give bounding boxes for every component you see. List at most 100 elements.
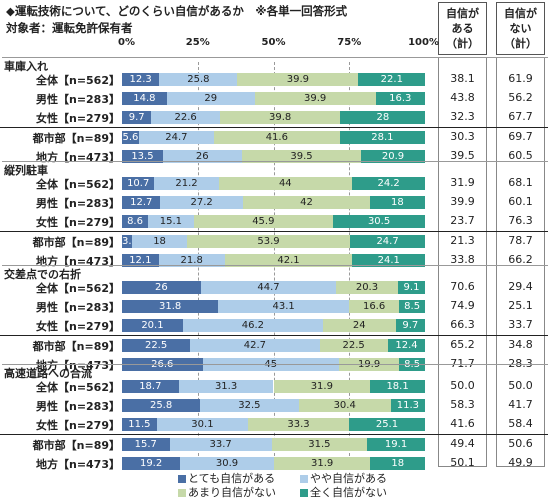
bar-somewhat-confident: 22.6 [151, 111, 220, 124]
bar-very-confident: 8.6 [122, 215, 149, 228]
bar-not-confident-at-all: 9.1 [397, 281, 426, 294]
legend-swatch [178, 475, 186, 483]
confident-total-value: 50.1 [450, 456, 475, 469]
confident-total-value: 49.4 [450, 437, 475, 450]
row-label: 男性【n=283】 [35, 301, 120, 314]
confident-total-value: 74.9 [450, 299, 475, 312]
bar-not-very-confident: 53.9 [186, 235, 351, 248]
bar-somewhat-confident: 25.8 [159, 73, 238, 86]
not-confident-total-value: 56.2 [508, 91, 533, 104]
row-label: 地方【n=473】 [35, 359, 120, 372]
bar-not-very-confident: 24 [322, 319, 396, 332]
bar-not-confident-at-all: 25.1 [348, 418, 425, 431]
not-confident-total-value: 60.5 [508, 149, 533, 162]
not-confident-total-value: 34.8 [508, 338, 533, 351]
not-confident-total-value: 33.7 [508, 318, 533, 331]
not-confident-total-value: 29.4 [508, 280, 533, 293]
not-confident-total-value: 49.9 [508, 456, 533, 469]
bar-somewhat-confident: 30.9 [180, 457, 274, 470]
bar-somewhat-confident: 27.2 [160, 196, 243, 209]
bar-very-confident: 26 [122, 281, 201, 294]
bar-not-very-confident: 30.4 [298, 399, 391, 412]
row-label: 女性【n=279】 [35, 419, 120, 432]
confident-total-value: 43.8 [450, 91, 475, 104]
legend-label: やや自信がある [310, 472, 387, 485]
bar-not-confident-at-all: 22.1 [358, 73, 426, 86]
group-divider [0, 335, 548, 336]
section-divider [2, 265, 548, 266]
bar-not-confident-at-all: 18 [370, 457, 425, 470]
bar-not-very-confident: 22.5 [319, 339, 388, 352]
bar-not-confident-at-all: 12.4 [387, 339, 426, 352]
confident-total-value: 39.9 [450, 195, 475, 208]
row-label: 全体【n=562】 [35, 282, 120, 295]
confident-header-line-2: ある [451, 22, 474, 35]
bar-very-confident: 12.7 [122, 196, 161, 209]
row-label: 全体【n=562】 [35, 381, 120, 394]
legend-item-not-confident-at-all: 全く自信がない [300, 484, 387, 500]
not-confident-header-line-3: （計） [504, 37, 537, 50]
legend-label: 全く自信がない [310, 486, 387, 499]
bar-very-confident: 12.3 [122, 73, 160, 86]
confident-total-value: 38.1 [450, 72, 475, 85]
bar-not-very-confident: 44 [218, 177, 352, 190]
bar-somewhat-confident: 29 [166, 92, 255, 105]
bar-somewhat-confident: 33.7 [169, 438, 272, 451]
confident-total-value: 32.3 [450, 110, 475, 123]
not-confident-total-value: 28.3 [508, 357, 533, 370]
not-confident-total-value: 76.3 [508, 214, 533, 227]
confident-total-value: 30.3 [450, 130, 475, 143]
axis-tick-label: 25% [185, 37, 210, 48]
row-label: 地方【n=473】 [35, 151, 120, 164]
bar-somewhat-confident: 43.1 [218, 300, 349, 313]
bar-somewhat-confident: 46.2 [182, 319, 323, 332]
bar-not-confident-at-all: 24.7 [350, 235, 425, 248]
bar-not-very-confident: 31.9 [273, 457, 371, 470]
not-confident-total-header: 自信が ない （計） [496, 2, 545, 55]
section-divider [2, 161, 548, 162]
bar-somewhat-confident: 42.7 [190, 339, 320, 352]
bar-somewhat-confident: 21.8 [158, 254, 225, 267]
row-label: 男性【n=283】 [35, 400, 120, 413]
not-confident-total-value: 50.0 [508, 379, 533, 392]
bar-very-confident: 22.5 [122, 339, 191, 352]
bar-not-confident-at-all: 30.5 [332, 215, 426, 228]
confident-total-value: 21.3 [450, 234, 475, 247]
row-label: 全体【n=562】 [35, 74, 120, 87]
row-label: 都市部【n=89】 [32, 340, 120, 353]
bar-somewhat-confident: 32.5 [200, 399, 299, 412]
bar-not-confident-at-all: 19.1 [367, 438, 425, 451]
bar-not-confident-at-all: 18.1 [370, 380, 425, 393]
bar-not-confident-at-all: 16.3 [375, 92, 425, 105]
bar-not-confident-at-all: 9.7 [395, 319, 425, 332]
bar-not-very-confident: 42.1 [224, 254, 353, 267]
bar-very-confident: 9.7 [122, 111, 152, 124]
row-label: 都市部【n=89】 [32, 236, 120, 249]
confident-total-value: 39.5 [450, 149, 475, 162]
not-confident-header-line-2: ない [509, 22, 532, 35]
row-label: 都市部【n=89】 [32, 439, 120, 452]
bar-not-very-confident: 39.5 [241, 150, 362, 163]
section-divider [2, 57, 548, 58]
bar-not-confident-at-all: 24.2 [351, 177, 426, 190]
bar-very-confident: 31.8 [122, 300, 219, 313]
group-divider [0, 434, 548, 435]
bar-not-very-confident: 16.6 [348, 300, 400, 313]
confident-header-line-3: （計） [446, 37, 479, 50]
bar-not-very-confident: 31.5 [271, 438, 368, 451]
confident-total-value: 65.2 [450, 338, 475, 351]
not-confident-total-value: 58.4 [508, 417, 533, 430]
section-title: 縦列駐車 [4, 164, 48, 177]
bar-very-confident: 14.8 [122, 92, 167, 105]
bar-very-confident: 12.1 [122, 254, 159, 267]
confident-total-value: 23.7 [450, 214, 475, 227]
row-label: 女性【n=279】 [35, 112, 120, 125]
bar-very-confident: 25.8 [122, 399, 201, 412]
confident-total-value: 66.3 [450, 318, 475, 331]
axis-tick-label: 100% [408, 37, 439, 48]
bar-not-confident-at-all: 18 [370, 196, 425, 209]
bar-not-very-confident: 20.3 [336, 281, 398, 294]
confident-header-line-1: 自信が [446, 7, 479, 20]
bar-not-very-confident: 42 [242, 196, 371, 209]
not-confident-header-line-1: 自信が [504, 7, 537, 20]
